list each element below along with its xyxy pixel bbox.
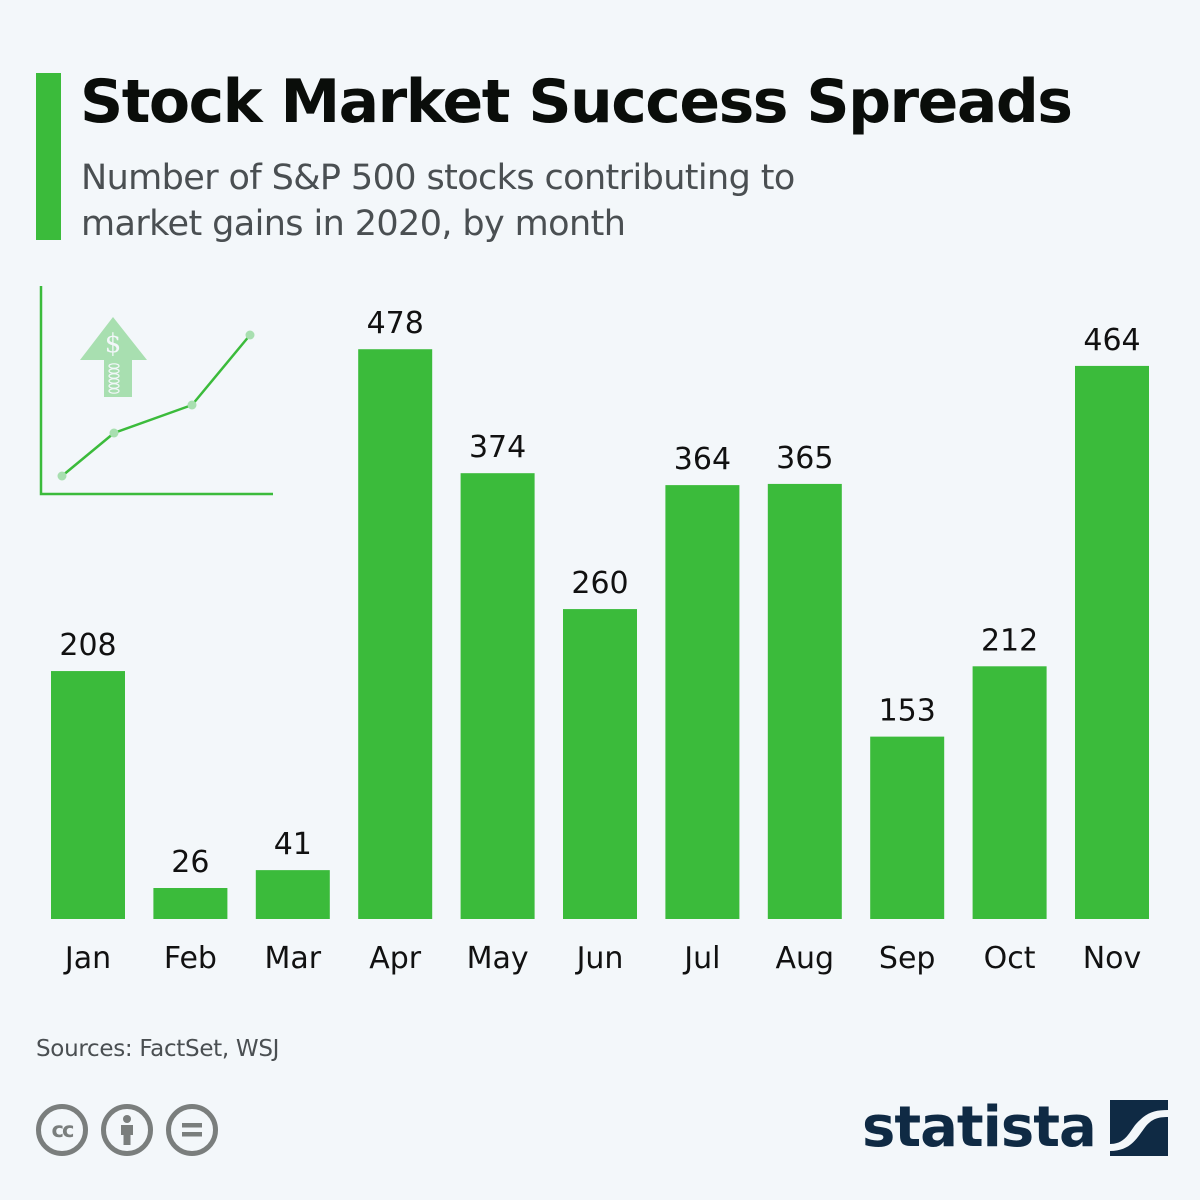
bar-sep: [870, 736, 945, 919]
category-label-oct: Oct: [984, 941, 1036, 976]
bar-may: [460, 473, 535, 919]
value-label-nov: 464: [1083, 323, 1140, 358]
bar-aug: [767, 483, 842, 919]
category-label-sep: Sep: [879, 941, 936, 976]
category-label-may: May: [467, 941, 529, 976]
bar-jun: [563, 609, 637, 919]
chart-subtitle: Number of S&P 500 stocks contributing to…: [81, 158, 795, 244]
value-label-oct: 212: [981, 623, 1038, 658]
svg-text:$: $: [105, 329, 122, 359]
trend-illustration: $: [39, 286, 273, 496]
category-label-jul: Jul: [682, 941, 720, 976]
bar-feb: [153, 888, 228, 919]
bar-jan: [51, 671, 125, 919]
value-label-jun: 260: [571, 566, 628, 601]
chart-title: Stock Market Success Spreads: [80, 67, 1073, 137]
category-label-jan: Jan: [63, 941, 111, 976]
cc-icon[interactable]: cc: [36, 1104, 88, 1156]
value-label-feb: 26: [171, 845, 209, 880]
statista-logo-icon: [1109, 1100, 1168, 1156]
value-label-jan: 208: [59, 628, 116, 663]
attribution-icon[interactable]: [101, 1104, 153, 1156]
title-accent-bar: [36, 73, 61, 240]
license-icons: cc: [36, 1104, 218, 1156]
category-label-nov: Nov: [1083, 941, 1142, 976]
category-label-aug: Aug: [776, 941, 835, 976]
bar-series: [51, 349, 1149, 919]
bar-value-labels: 208 26 41 478 374 260 364 365 153 212 464: [59, 306, 1140, 880]
coin-stack-icon: [108, 363, 120, 394]
bar-apr: [358, 349, 433, 919]
category-axis-labels: Jan Feb Mar Apr May Jun Jul Aug Sep Oct Nov: [63, 941, 1141, 976]
value-label-aug: 365: [776, 441, 833, 476]
value-label-sep: 153: [879, 694, 936, 729]
bar-jul: [665, 485, 740, 919]
value-label-mar: 41: [274, 827, 312, 862]
category-label-apr: Apr: [369, 941, 422, 976]
logo-text: statista: [862, 1095, 1097, 1160]
category-label-mar: Mar: [264, 941, 321, 976]
trend-line-icon: [39, 286, 273, 496]
bar-mar: [255, 870, 330, 919]
statista-logo[interactable]: statista: [862, 1098, 1168, 1158]
value-label-jul: 364: [674, 442, 731, 477]
no-derivatives-icon[interactable]: [166, 1104, 218, 1156]
value-label-apr: 478: [367, 306, 424, 341]
dollar-up-arrow-icon: $: [80, 317, 147, 397]
source-note: Sources: FactSet, WSJ: [36, 1036, 280, 1062]
bar-nov: [1075, 365, 1149, 919]
value-label-may: 374: [469, 430, 526, 465]
category-label-feb: Feb: [164, 941, 217, 976]
category-label-jun: Jun: [575, 941, 624, 976]
bar-oct: [972, 666, 1047, 919]
chart-area: $ 208 26 41 478 374 260 364 365 153 212 464 Jan Feb…: [39, 286, 1149, 976]
